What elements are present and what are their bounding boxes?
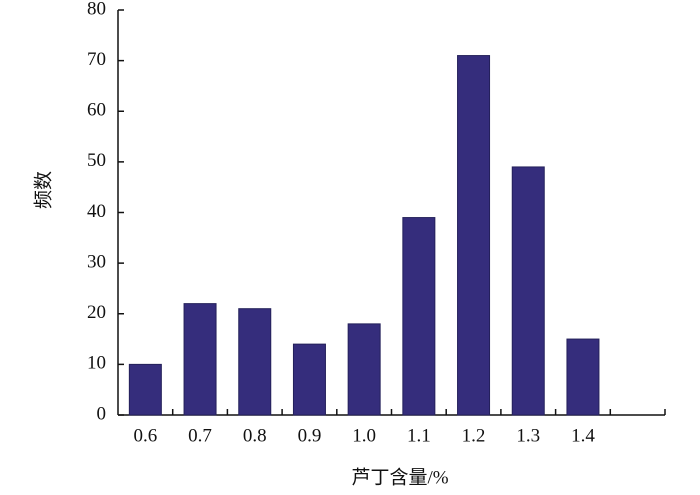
bar	[292, 343, 326, 416]
y-tick-label: 30	[87, 251, 106, 272]
x-tick-label: 0.7	[188, 425, 212, 446]
x-tick-label: 0.9	[298, 425, 322, 446]
y-tick-label: 50	[87, 150, 106, 171]
bar	[128, 363, 162, 416]
x-tick-label: 1.4	[571, 425, 595, 446]
bar	[238, 308, 272, 416]
y-tick-label: 60	[87, 100, 106, 121]
bar	[183, 303, 217, 416]
y-tick-label: 20	[87, 302, 106, 323]
bar	[566, 338, 600, 416]
bar	[402, 217, 436, 416]
bar	[457, 55, 491, 416]
x-tick-label: 1.1	[407, 425, 431, 446]
x-tick-label: 1.0	[352, 425, 376, 446]
y-axis-label: 频数	[32, 171, 54, 209]
y-tick-label: 80	[87, 0, 106, 19]
y-tick-label: 40	[87, 201, 106, 222]
bar	[511, 166, 545, 416]
x-tick-label: 1.3	[516, 425, 540, 446]
bar	[347, 323, 381, 416]
x-tick-label: 1.2	[462, 425, 486, 446]
y-tick-label: 70	[87, 49, 106, 70]
x-axis-label: 芦丁含量/%	[351, 466, 448, 488]
x-tick-label: 0.8	[243, 425, 267, 446]
y-tick-label: 0	[97, 403, 107, 424]
y-tick-label: 10	[87, 353, 106, 374]
x-tick-label: 0.6	[133, 425, 157, 446]
